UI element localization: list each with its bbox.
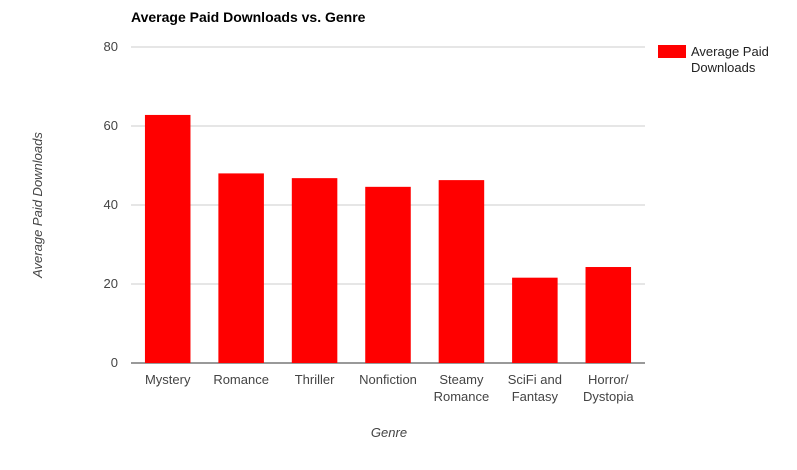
legend-label-line: Average Paid (691, 44, 769, 59)
x-tick-label-line: Romance (434, 389, 490, 404)
y-tick-label: 20 (104, 276, 118, 291)
legend-label-line: Downloads (691, 60, 756, 75)
x-tick-label-line: Thriller (295, 372, 335, 387)
x-tick-label: SciFi and Fantasy (508, 372, 562, 404)
x-tick-label-line: Nonfiction (359, 372, 417, 387)
x-tick-label-line: SciFi and (508, 372, 562, 387)
bar (218, 173, 264, 363)
x-tick-label-line: Horror/ (588, 372, 629, 387)
y-tick-label: 0 (111, 355, 118, 370)
x-tick-label-line: Romance (213, 372, 269, 387)
x-tick-label-line: Fantasy (512, 389, 559, 404)
x-axis-ticks: Mystery Romance Thriller Nonfiction Steamy Ro… (145, 372, 634, 404)
chart-title: Average Paid Downloads vs. Genre (131, 9, 366, 25)
x-tick-label: Horror/Dystopia (583, 372, 634, 404)
x-tick-label-line: Dystopia (583, 389, 634, 404)
bar (585, 267, 632, 363)
x-tick-label-line: Steamy (439, 372, 484, 387)
x-tick-label: Steamy Romance (434, 372, 490, 404)
y-tick-label: 40 (104, 197, 118, 212)
bar (144, 114, 191, 363)
x-axis-title: Genre (371, 425, 407, 440)
bar (512, 277, 558, 363)
y-tick-label: 80 (104, 39, 118, 54)
y-axis-title: Average Paid Downloads (30, 132, 45, 279)
x-tick-label: Thriller (295, 372, 335, 387)
bar (291, 178, 338, 363)
x-tick-label-line: Mystery (145, 372, 191, 387)
bars (144, 114, 632, 363)
legend: Average Paid Downloads (658, 44, 769, 75)
x-tick-label: Nonfiction (359, 372, 417, 387)
bar (365, 186, 411, 363)
legend-label: Average Paid Downloads (691, 44, 769, 75)
bar (438, 180, 485, 363)
y-axis-ticks: 0 20 40 60 80 (104, 39, 118, 370)
x-tick-label: Mystery (145, 372, 191, 387)
y-tick-label: 60 (104, 118, 118, 133)
legend-swatch (658, 45, 686, 58)
x-tick-label: Romance (213, 372, 269, 387)
